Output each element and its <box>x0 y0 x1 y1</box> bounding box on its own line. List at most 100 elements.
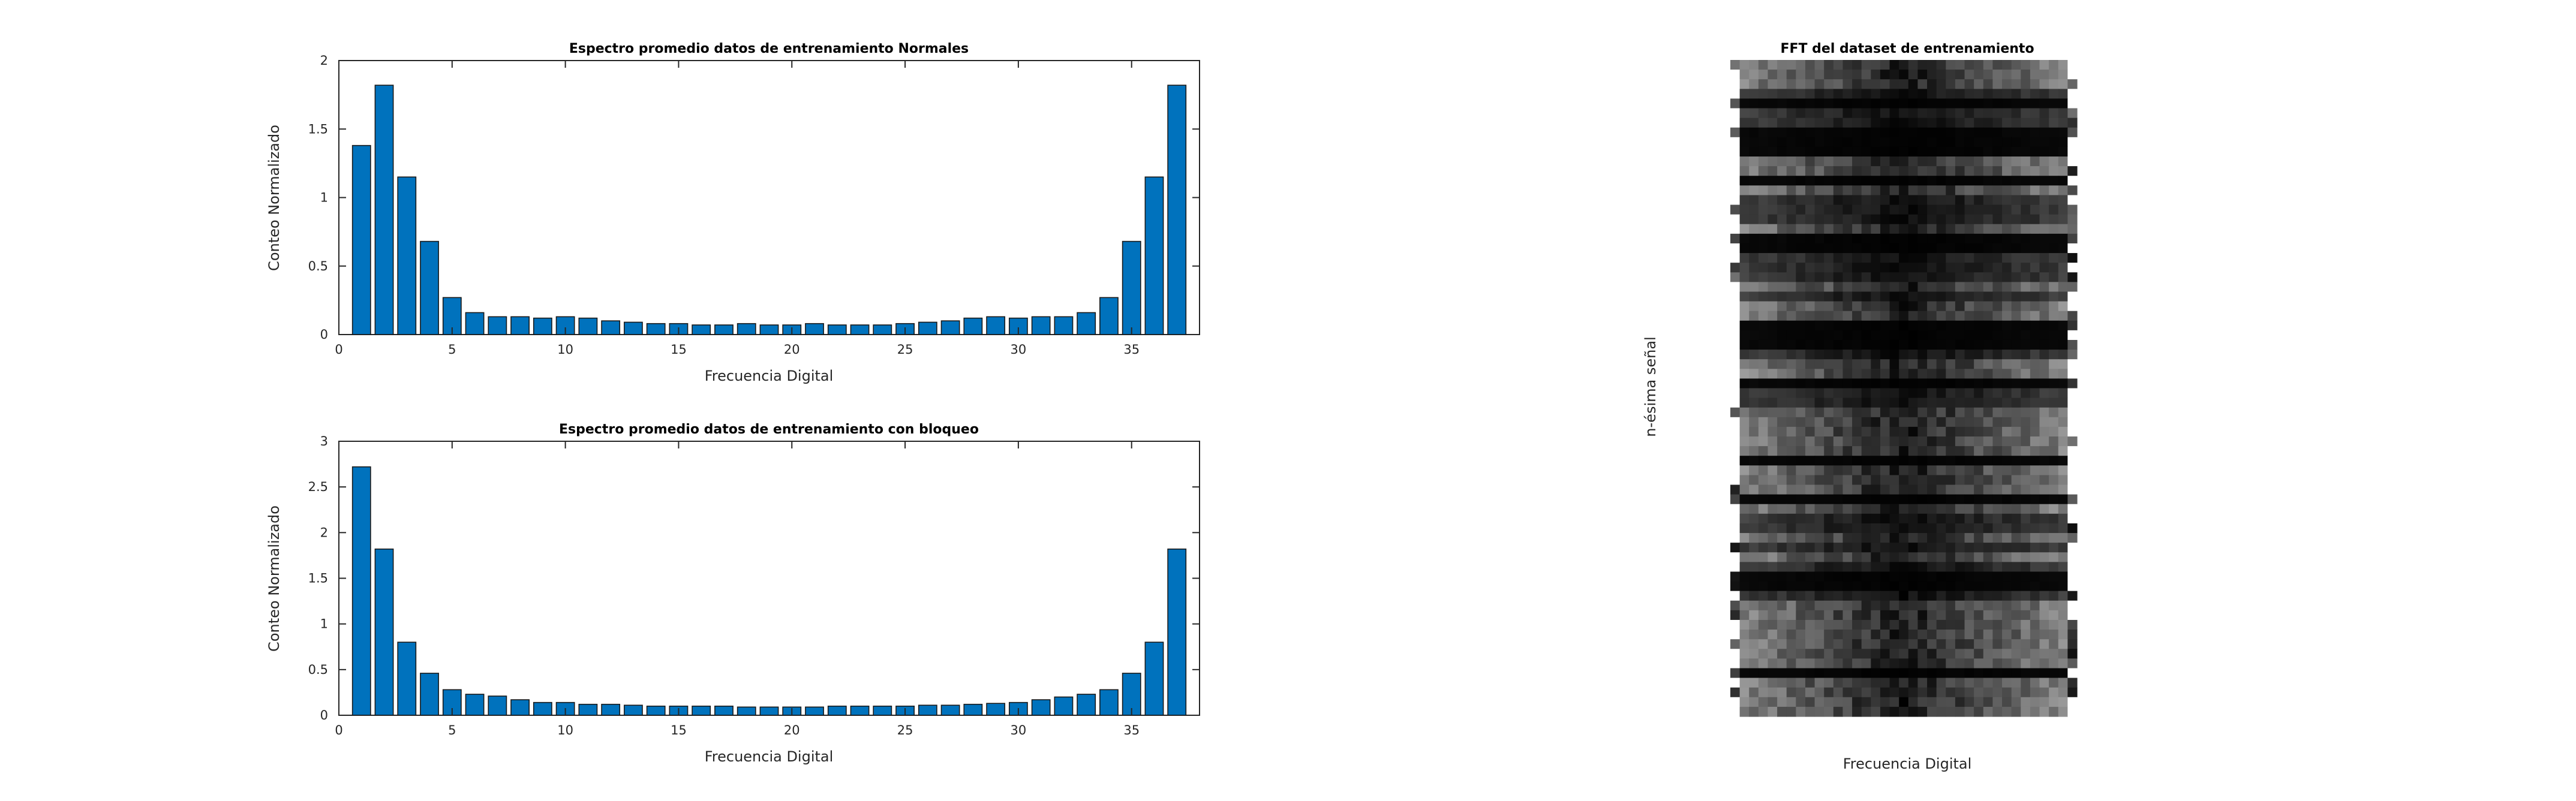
heatmap-cell <box>1824 581 1834 592</box>
heatmap-cell <box>2002 263 2012 273</box>
heatmap-cell <box>1824 166 1834 176</box>
heatmap-cell <box>1889 677 1899 688</box>
heatmap-cell <box>1871 359 1881 369</box>
heatmap-cell <box>1739 417 1750 427</box>
heatmap-cell <box>1805 706 1815 717</box>
bar <box>351 466 371 716</box>
heatmap-cell <box>1908 233 1919 244</box>
heatmap-cell <box>1805 311 1815 321</box>
heatmap-cell <box>1955 330 1965 341</box>
heatmap-cell <box>2049 687 2059 698</box>
heatmap-cell <box>1871 330 1881 341</box>
heatmap-cell <box>2049 484 2059 495</box>
heatmap-cell <box>1749 426 1759 437</box>
heatmap-cell <box>2030 436 2040 447</box>
heatmap-cell <box>1833 630 1844 640</box>
heatmap-cell <box>1889 204 1899 215</box>
heatmap-cell <box>1964 233 1974 244</box>
heatmap-cell <box>1927 552 1937 562</box>
heatmap-cell <box>2021 388 2031 399</box>
heatmap-cell <box>1992 70 2003 80</box>
heatmap-cell <box>1955 543 1965 553</box>
heatmap-cell <box>2067 339 2078 350</box>
heatmap-cell <box>1842 282 1853 293</box>
heatmap-cell <box>2011 282 2021 293</box>
heatmap-cell <box>1796 494 1806 505</box>
heatmap-cell <box>1955 311 1965 321</box>
heatmap-cell <box>1842 417 1853 427</box>
heatmap-cell <box>1974 436 1984 447</box>
heatmap-cell <box>1871 562 1881 573</box>
heatmap-cell <box>1786 398 1796 408</box>
heatmap-cell <box>1983 253 1993 263</box>
heatmap-cell <box>1777 697 1787 707</box>
heatmap-cell <box>1983 484 1993 495</box>
heatmap-cell <box>1880 108 1890 119</box>
heatmap-cell <box>1777 533 1787 543</box>
heatmap-cell <box>1768 282 1778 293</box>
x-tick-label: 5 <box>448 342 456 357</box>
heatmap-cell <box>1861 330 1871 341</box>
bar <box>805 323 824 335</box>
heatmap-cell <box>2030 465 2040 476</box>
heatmap-cell <box>1749 456 1759 466</box>
heatmap-cell <box>1796 407 1806 418</box>
heatmap-cell <box>1768 407 1778 418</box>
heatmap-cell <box>1777 214 1787 225</box>
heatmap-cell <box>2011 649 2021 659</box>
heatmap-cell <box>1899 446 1909 456</box>
heatmap-cell <box>1786 118 1796 128</box>
heatmap-cell <box>1955 301 1965 312</box>
heatmap-cell <box>2002 697 2012 707</box>
heatmap-cell <box>1936 417 1946 427</box>
heatmap-cell <box>2067 426 2078 437</box>
heatmap-cell <box>1936 475 1946 486</box>
heatmap-cell <box>1796 465 1806 476</box>
heatmap-cell <box>1786 436 1796 447</box>
heatmap-cell <box>1936 89 1946 100</box>
heatmap-cell <box>1917 214 1928 225</box>
heatmap-cell <box>1899 243 1909 254</box>
heatmap-cell <box>1777 272 1787 282</box>
heatmap-cell <box>1992 301 2003 312</box>
heatmap-cell <box>1908 687 1919 698</box>
heatmap-cell <box>1842 658 1853 669</box>
heatmap-cell <box>1833 214 1844 225</box>
bar <box>850 705 870 716</box>
heatmap-cell <box>1880 263 1890 273</box>
heatmap-cell <box>2067 591 2078 601</box>
heatmap-cell <box>2011 639 2021 649</box>
heatmap-cell <box>2030 378 2040 389</box>
heatmap-cell <box>1992 436 2003 447</box>
heatmap-cell <box>1936 658 1946 669</box>
heatmap-cell <box>1768 330 1778 341</box>
heatmap-cell <box>1796 533 1806 543</box>
heatmap-cell <box>1730 185 1741 196</box>
heatmap-cell <box>1889 484 1899 495</box>
heatmap-cell <box>2049 282 2059 293</box>
heatmap-cell <box>1946 600 1956 611</box>
heatmap-cell <box>1852 591 1862 601</box>
bar <box>465 312 485 335</box>
heatmap-cell <box>1861 543 1871 553</box>
heatmap-cell <box>1739 571 1750 582</box>
heatmap-cell <box>1777 465 1787 476</box>
heatmap-cell <box>1983 146 1993 157</box>
heatmap-cell <box>1842 668 1853 679</box>
heatmap-cell <box>1899 195 1909 206</box>
heatmap-cell <box>2002 456 2012 466</box>
heatmap-cell <box>1805 600 1815 611</box>
heatmap-cell <box>1796 562 1806 573</box>
heatmap-cell <box>1992 658 2003 669</box>
heatmap-cell <box>1936 552 1946 562</box>
heatmap-cell <box>1908 523 1919 534</box>
heatmap-cell <box>1805 465 1815 476</box>
heatmap-cell <box>1730 465 1741 476</box>
heatmap-cell <box>1796 475 1806 486</box>
heatmap-cell <box>2002 658 2012 669</box>
heatmap-cell <box>1974 369 1984 379</box>
heatmap-cell <box>1852 649 1862 659</box>
heatmap-cell <box>2058 118 2068 128</box>
heatmap-cell <box>1992 60 2003 70</box>
heatmap-cell <box>1768 552 1778 562</box>
